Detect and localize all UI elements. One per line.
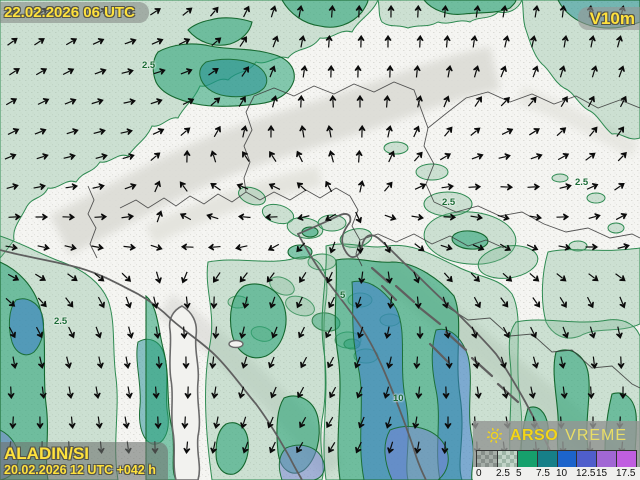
legend-tick-label: 17.5 xyxy=(616,468,636,479)
contour-label: 5 xyxy=(340,290,346,301)
agency-name: ARSO xyxy=(509,426,559,444)
valid-time-label: 22.02.2026 06 UTC xyxy=(4,4,135,21)
valid-time-badge: 22.02.2026 06 UTC xyxy=(0,2,149,23)
legend-cell xyxy=(536,451,557,467)
field-name-label: V10m xyxy=(589,9,635,28)
model-run-info: 20.02.2026 12 UTC +042 h xyxy=(4,463,156,477)
legend-colorbar xyxy=(476,450,637,467)
model-info-badge: ALADIN/SI 20.02.2026 12 UTC +042 h xyxy=(0,442,168,480)
legend-tick-label: 2.5 xyxy=(496,468,510,479)
legend-tick-label: 12.5 xyxy=(576,468,596,479)
legend-cell xyxy=(496,451,517,467)
branding-row: ARSO VREME xyxy=(473,421,640,450)
legend-tick-label: 5 xyxy=(516,468,522,479)
field-badge: V10m xyxy=(577,7,640,30)
legend-cell xyxy=(616,451,636,467)
legend-tick-label: 15 xyxy=(596,468,608,479)
contour-label: 2.5 xyxy=(54,316,68,327)
country-borders xyxy=(87,81,640,389)
legend-cell xyxy=(477,451,497,467)
legend-tick-label: 7.5 xyxy=(536,468,550,479)
legend-cell xyxy=(596,451,617,467)
sun-icon xyxy=(484,425,505,446)
legend-cell xyxy=(516,451,537,467)
legend-tick-label: 10 xyxy=(556,468,568,479)
legend-tick-label: 0 xyxy=(476,468,482,479)
contour-label: 10 xyxy=(393,393,404,404)
legend-panel: ARSO VREME 0 2.5 5 7.5 10 12.5 15 17.5 xyxy=(473,421,640,480)
model-name: ALADIN/SI xyxy=(4,444,89,463)
contour-label: 2.5 xyxy=(575,177,589,188)
product-name: VREME xyxy=(565,426,628,444)
island-landmasses xyxy=(168,305,244,480)
contour-label: 2.5 xyxy=(142,60,156,71)
legend-tick-row: 0 2.5 5 7.5 10 12.5 15 17.5 xyxy=(473,467,640,480)
legend-cell xyxy=(556,451,577,467)
contour-label: 2.5 xyxy=(442,197,456,208)
legend-cell xyxy=(576,451,597,467)
